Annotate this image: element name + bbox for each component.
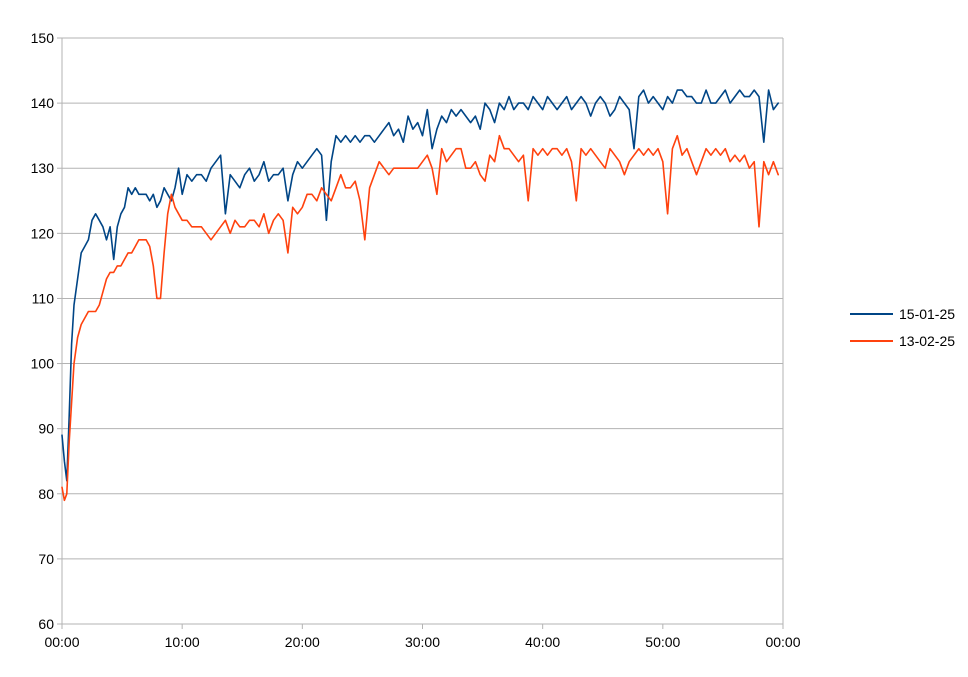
x-tick-label: 20:00 (285, 634, 320, 650)
y-tick-label: 140 (31, 95, 55, 111)
y-tick-label: 70 (38, 551, 54, 567)
x-tick-label: 50:00 (645, 634, 680, 650)
y-tick-label: 110 (32, 290, 55, 306)
series-line-13-02-25 (61, 134, 780, 502)
y-tick-label: 80 (38, 486, 54, 502)
y-axis-tick-labels: 60 70 80 90 100 110 120 130 140 150 (31, 30, 55, 632)
y-tick-label: 130 (31, 160, 55, 176)
grid-lines (62, 37, 783, 625)
y-tick-label: 120 (31, 225, 55, 241)
y-tick-label: 60 (38, 616, 54, 632)
x-tick-label: 00:00 (44, 634, 79, 650)
y-tick-label: 150 (31, 30, 55, 46)
legend: 15-01-25 13-02-25 (850, 306, 955, 349)
x-tick-label: 00:00 (765, 634, 800, 650)
axes (57, 37, 784, 629)
x-tick-label: 40:00 (525, 634, 560, 650)
series-line-15-01-25 (61, 89, 780, 482)
y-tick-label: 100 (31, 356, 55, 372)
series-lines (61, 89, 780, 502)
x-axis-tick-labels: 00:00 10:00 20:00 30:00 40:00 50:00 00:00 (44, 634, 800, 650)
plot-area: 60 70 80 90 100 110 120 130 140 150 00:00 10:00 20:… (31, 30, 801, 650)
legend-label: 15-01-25 (899, 306, 955, 322)
x-tick-label: 10:00 (165, 634, 200, 650)
x-tick-label: 30:00 (405, 634, 440, 650)
legend-label: 13-02-25 (899, 333, 955, 349)
y-tick-label: 90 (38, 421, 54, 437)
